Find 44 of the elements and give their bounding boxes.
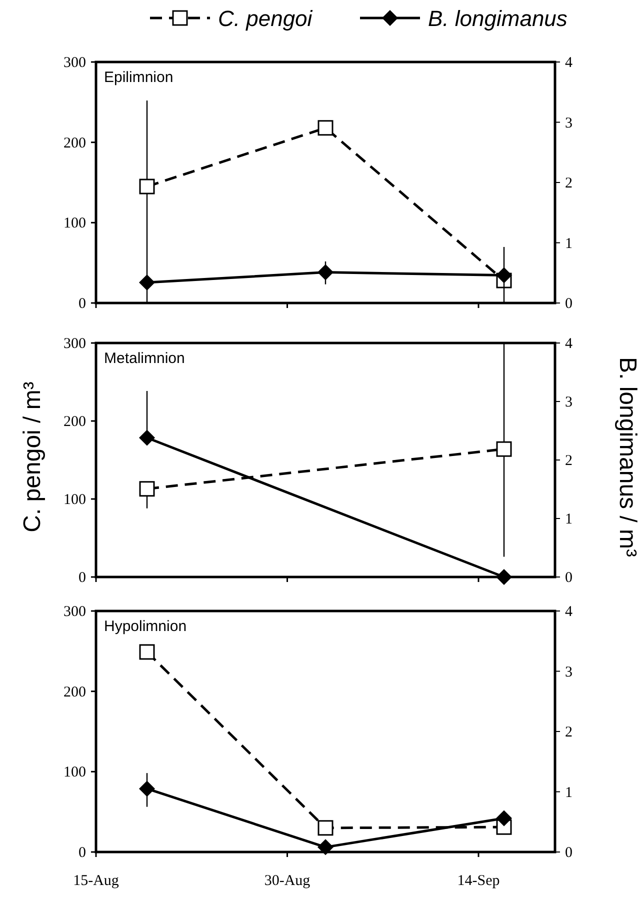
y2-axis-title: B. longimanus / m³ [614,356,641,558]
point [318,120,334,136]
y-tick-label: 300 [64,604,86,620]
y2-tick-label: 0 [565,845,572,861]
y2-tick-label: 1 [565,236,572,252]
y2-tick-label: 0 [565,570,572,586]
y2-tick-label: 4 [565,604,573,620]
x-tick-label: 30-Aug [264,873,311,889]
point [139,644,155,660]
y-tick-label: 100 [64,216,86,232]
y2-tick-label: 3 [565,115,572,132]
point [139,178,155,194]
legend-label: B. longimanus [428,6,568,31]
point [139,780,155,797]
y2-tick-label: 4 [565,55,573,71]
text: Hypolimnion [104,618,187,635]
y-tick-label: 100 [64,492,86,508]
y2-tick-label: 2 [565,176,572,192]
y-tick-label: 200 [64,414,86,430]
point [496,810,512,826]
y2-tick-label: 1 [565,512,572,528]
y2-tick-label: 3 [565,394,572,410]
y-tick-label: 0 [78,570,86,586]
y-tick-label: 200 [64,135,86,152]
y-tick-label: 100 [64,764,86,781]
x-tick-label: 15-Aug [73,873,120,889]
x-tick-label: 14-Sep [457,873,500,889]
text: Epilimnion [104,69,174,86]
y-tick-label: 200 [64,684,86,700]
y2-tick-label: 3 [565,664,572,680]
point [318,820,334,836]
y2-tick-label: 2 [565,724,572,740]
legend-label: C. pengoi [218,6,314,31]
y-tick-label: 300 [64,336,86,352]
point [318,839,334,856]
y-tick-label: 300 [64,55,86,71]
text: Metalimnion [104,350,185,367]
y-tick-label: 0 [78,296,86,312]
y2-tick-label: 4 [565,336,573,352]
y-tick-label: 0 [78,845,86,861]
y2-tick-label: 1 [565,784,572,801]
y-axis-title: C. pengoi / m³ [19,382,46,532]
y2-tick-label: 2 [565,453,572,469]
y2-tick-label: 0 [565,296,572,312]
